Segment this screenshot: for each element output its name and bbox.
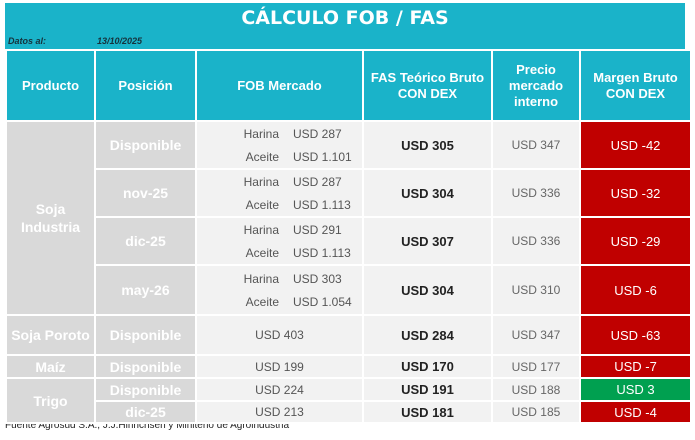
cell-precio: USD 347 — [491, 314, 581, 356]
fob-product-label: Harina — [243, 222, 279, 237]
fob-value: USD 291 — [293, 222, 342, 237]
table-row: Maíz Disponible USD 199 USD 170 USD 177 USD -… — [5, 354, 692, 379]
header-fob: FOB Mercado — [195, 49, 364, 122]
cell-margen: USD -7 — [579, 354, 692, 379]
cell-margen: USD -4 — [579, 400, 692, 424]
header-fas: FAS Teórico Bruto CON DEX — [362, 49, 493, 122]
cell-fas: USD 305 — [362, 120, 493, 170]
cell-precio: USD 185 — [491, 400, 581, 424]
table-row: may-26 Harina USD 303 Aceite USD 1.054 USD 30… — [6, 264, 692, 316]
fob-value: USD 287 — [293, 126, 342, 141]
fob-fas-table: Producto Posición FOB Mercado FAS Teóric… — [5, 49, 692, 424]
fob-product-label: Aceite — [245, 245, 279, 260]
cell-fob: Harina USD 291 Aceite USD 1.113 — [195, 216, 364, 266]
cell-posicion: Disponible — [94, 377, 197, 402]
cell-producto: Soja Industria — [5, 120, 96, 316]
cell-margen: USD -6 — [579, 264, 692, 316]
cell-fas: USD 170 — [362, 354, 493, 379]
page-title: CÁLCULO FOB / FAS — [5, 3, 685, 33]
date-value: 13/10/2025 — [97, 36, 143, 46]
fob-value: USD 303 — [293, 271, 342, 286]
source-footnote: Fuente Agrosud S.A., J.J.Hinrichsen y Mi… — [5, 420, 290, 431]
fob-product-label: Aceite — [245, 197, 279, 212]
cell-posicion: Disponible — [94, 354, 197, 379]
cell-posicion: nov-25 — [94, 168, 197, 218]
fob-line: Harina USD 287 — [197, 170, 362, 193]
cell-fob: USD 213 — [195, 400, 364, 424]
header-producto: Producto — [5, 49, 96, 122]
table-row: Trigo Disponible USD 224 USD 191 USD 188 USD … — [5, 377, 692, 424]
cell-margen: USD -32 — [579, 168, 692, 218]
fob-product-label: Harina — [243, 126, 279, 141]
cell-fas: USD 304 — [362, 264, 493, 316]
cell-precio: USD 177 — [491, 354, 581, 379]
header-precio: Precio mercado interno — [491, 49, 581, 122]
fob-line: Harina USD 287 — [197, 122, 362, 145]
fob-value: USD 1.113 — [293, 245, 351, 260]
cell-fob: Harina USD 287 Aceite USD 1.113 — [195, 168, 364, 218]
header-posicion: Posición — [94, 49, 197, 122]
cell-fas: USD 181 — [362, 400, 493, 424]
fob-product-label: Aceite — [245, 149, 279, 164]
fob-line: Aceite USD 1.113 — [197, 193, 362, 216]
fob-value: USD 1.054 — [293, 294, 352, 309]
cell-posicion: dic-25 — [94, 216, 197, 266]
cell-producto: Maíz — [5, 354, 96, 379]
cell-precio: USD 336 — [491, 216, 581, 266]
cell-precio: USD 347 — [491, 120, 581, 170]
table-row: dic-25 Harina USD 291 Aceite USD 1.113 USD 30… — [6, 216, 692, 266]
table-row: nov-25 Harina USD 287 Aceite USD 1.113 USD 30… — [6, 168, 692, 218]
cell-fas: USD 191 — [362, 377, 493, 402]
table-row: Soja Industria Disponible Harina USD 287 Ace… — [5, 120, 692, 316]
fob-value: USD 1.101 — [293, 149, 352, 164]
cell-posicion: Disponible — [94, 314, 197, 356]
fob-product-label: Aceite — [245, 294, 279, 309]
fob-value: USD 287 — [293, 174, 342, 189]
fob-product-label: Harina — [243, 174, 279, 189]
cell-margen: USD -29 — [579, 216, 692, 266]
cell-fob: USD 224 — [195, 377, 364, 402]
cell-margen: USD 3 — [579, 377, 692, 402]
header-margen: Margen Bruto CON DEX — [579, 49, 692, 122]
date-label: Datos al: — [8, 36, 47, 46]
cell-producto: Trigo — [5, 377, 96, 424]
fob-line: Aceite USD 1.054 — [197, 290, 362, 313]
fob-line: Harina USD 303 — [197, 267, 362, 290]
table-row: Soja Poroto Disponible USD 403 USD 284 USD 3… — [5, 314, 692, 356]
cell-fob: Harina USD 287 Aceite USD 1.101 — [195, 120, 364, 170]
cell-margen: USD -42 — [579, 120, 692, 170]
fob-line: Aceite USD 1.113 — [197, 241, 362, 264]
fob-line: Harina USD 291 — [197, 218, 362, 241]
cell-margen: USD -63 — [579, 314, 692, 356]
cell-fas: USD 307 — [362, 216, 493, 266]
cell-fob: USD 403 — [195, 314, 364, 356]
cell-fas: USD 284 — [362, 314, 493, 356]
cell-precio: USD 310 — [491, 264, 581, 316]
table-header-row: Producto Posición FOB Mercado FAS Teóric… — [5, 49, 692, 122]
fob-value: USD 1.113 — [293, 197, 351, 212]
cell-posicion: dic-25 — [94, 400, 197, 424]
cell-posicion: Disponible — [94, 120, 197, 170]
cell-fas: USD 304 — [362, 168, 493, 218]
cell-producto: Soja Poroto — [5, 314, 96, 356]
cell-fob: Harina USD 303 Aceite USD 1.054 — [195, 264, 364, 316]
cell-precio: USD 336 — [491, 168, 581, 218]
cell-precio: USD 188 — [491, 377, 581, 402]
cell-posicion: may-26 — [94, 264, 197, 316]
date-bar: Datos al: 13/10/2025 — [5, 33, 685, 49]
fob-line: Aceite USD 1.101 — [197, 145, 362, 168]
cell-fob: USD 199 — [195, 354, 364, 379]
table-row: dic-25 USD 213 USD 181 USD 185 USD -4 — [6, 400, 692, 424]
fob-product-label: Harina — [243, 271, 279, 286]
